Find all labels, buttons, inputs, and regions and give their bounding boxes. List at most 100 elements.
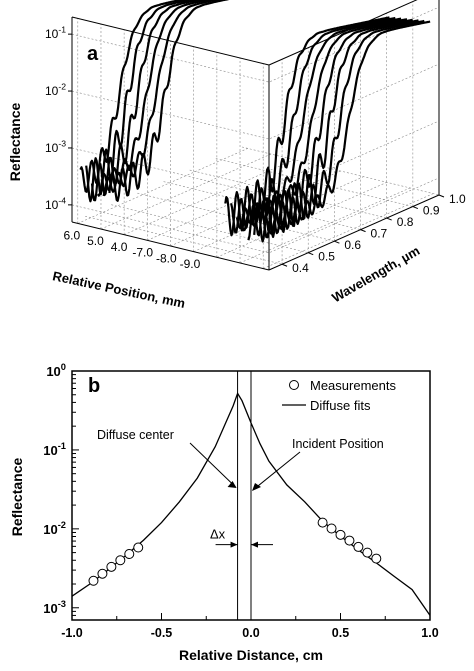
delta-x-left-arrowhead	[230, 541, 238, 548]
panel-b-annotations: Diffuse center Incident Position Δx	[97, 428, 384, 548]
frame-edge	[268, 194, 440, 271]
reflectance-curve	[90, 0, 203, 202]
reflectance-curve	[102, 0, 221, 197]
x-tick-label: -0.5	[151, 626, 173, 640]
y-tick-label: 10-2	[45, 82, 66, 98]
incident-position-label: Incident Position	[292, 437, 384, 451]
wavelength-tick-mark	[308, 252, 314, 256]
floor-grid-line	[193, 176, 364, 252]
reflectance-curve	[265, 20, 431, 235]
wavelength-tick-mark	[412, 206, 419, 210]
x-tick-label: 1.0	[421, 626, 438, 640]
floor-grid-line	[124, 159, 295, 235]
floor-grid-line	[100, 153, 272, 230]
wavelength-tick-mark	[438, 194, 445, 198]
x-tick-label: 0.5	[332, 626, 349, 640]
panel-b-x-tick-labels: -1.0 -0.5 0.0 0.5 1.0	[61, 626, 439, 640]
y-tick-label: 10-1	[45, 25, 66, 41]
diffuse-center-arrow	[189, 442, 236, 488]
measurement-point	[353, 541, 364, 552]
wavelength-tick-mark	[281, 263, 288, 267]
x-tick-label: 0.0	[242, 626, 259, 640]
wavelength-tick-label: 0.6	[344, 238, 361, 252]
panel-a-box-frame	[71, 0, 440, 271]
measurement-point	[326, 523, 337, 534]
panel-a-position-tick-labels: 6.0 5.0 4.0 -7.0 -8.0 -9.0	[63, 228, 200, 271]
wavelength-tick-mark	[334, 240, 340, 244]
diffuse-center-arrowhead	[227, 481, 237, 488]
legend-measurements-label: Measurements	[310, 378, 396, 393]
panel-b-x-axis-label: Relative Distance, cm	[179, 647, 323, 663]
measurement-point	[88, 575, 99, 586]
wavelength-tick-mark	[360, 229, 366, 233]
frame-edge	[71, 16, 270, 66]
frame-edge	[71, 221, 270, 271]
floor-grid-line	[77, 148, 248, 224]
panel-b-position-markers	[237, 371, 252, 620]
wall-grid-line	[71, 63, 440, 140]
panel-a-wavelength-tick-labels: 0.4 0.5 0.6 0.7 0.8 0.9 1.0	[281, 192, 466, 275]
reflectance-curve	[96, 0, 212, 197]
reflectance-curve	[241, 18, 408, 232]
measurement-point	[371, 553, 382, 564]
position-tick-label: 4.0	[111, 240, 128, 254]
panel-b-y-axis-label: Reflectance	[9, 457, 25, 536]
measurement-point	[115, 555, 126, 566]
panel-b-label: b	[88, 375, 100, 397]
panel-a-label: a	[87, 43, 99, 65]
measurement-point	[133, 542, 144, 553]
y-tick-label: 10-3	[45, 139, 66, 155]
delta-x-right-arrowhead	[251, 541, 258, 548]
position-tick-label: 6.0	[63, 228, 80, 242]
panel-a-position-axis-label: Relative Position, mm	[51, 268, 186, 311]
legend-diffuse-fits-label: Diffuse fits	[310, 398, 371, 413]
position-tick-label: -9.0	[180, 257, 201, 271]
panel-b-measurement-points	[88, 517, 382, 586]
wavelength-tick-label: 0.7	[371, 227, 388, 241]
legend-measurements-marker	[289, 380, 299, 390]
x-tick-label: -1.0	[61, 626, 83, 640]
panel-a-3d-reflectance-chart: 10-4 10-3 10-2 10-1 6.0 5.0 4.0 -7.0 -8.0 -9.0 0…	[7, 0, 466, 311]
position-tick-label: -8.0	[156, 251, 177, 265]
reflectance-curve	[85, 0, 195, 203]
panel-a-wavelength-axis-label: Wavelength, µm	[329, 243, 422, 305]
measurement-point	[344, 535, 355, 546]
position-tick-label: 5.0	[87, 234, 104, 248]
panel-b-reflectance-vs-distance-chart: Diffuse center Incident Position Δx Measur…	[9, 362, 439, 663]
wavelength-tick-label: 0.4	[292, 261, 309, 275]
panel-a-curves	[79, 0, 431, 243]
reflectance-curve	[258, 19, 425, 239]
panel-b-legend: Measurements Diffuse fits	[282, 378, 396, 413]
floor-grid-line	[147, 165, 318, 241]
wavelength-tick-mark	[386, 217, 392, 221]
measurement-point	[335, 529, 346, 540]
measurement-point	[317, 517, 328, 528]
y-tick-label: 10-3	[43, 599, 66, 616]
y-tick-label: 100	[46, 362, 66, 379]
y-tick-label: 10-1	[43, 441, 66, 458]
wavelength-tick-label: 0.5	[318, 250, 335, 264]
position-tick-label: -7.0	[132, 246, 153, 260]
panel-b-axis-ticks	[71, 370, 431, 621]
wavelength-tick-label: 0.8	[397, 215, 414, 229]
incident-position-arrowhead	[252, 483, 261, 491]
floor-grid-line	[239, 187, 411, 264]
incident-position-arrow	[252, 451, 301, 491]
floor-grid-line	[263, 193, 434, 269]
y-tick-label: 10-4	[45, 195, 66, 211]
measurement-point	[362, 547, 373, 558]
diffuse-center-label: Diffuse center	[97, 428, 174, 442]
reflectance-curve	[108, 0, 230, 202]
panel-a-y-tick-labels: 10-4 10-3 10-2 10-1	[45, 25, 72, 212]
panel-b-y-tick-labels: 10-3 10-2 10-1 100	[43, 362, 66, 616]
delta-x-label: Δx	[210, 527, 226, 542]
measurement-point	[124, 549, 135, 560]
y-tick-label: 10-2	[43, 520, 66, 537]
panel-a-y-axis-label: Reflectance	[7, 102, 23, 181]
wavelength-tick-label: 1.0	[449, 192, 466, 206]
floor-grid-line	[111, 204, 309, 253]
wavelength-tick-label: 0.9	[423, 204, 440, 218]
measurement-point	[106, 561, 117, 572]
floor-grid-line	[85, 215, 283, 265]
